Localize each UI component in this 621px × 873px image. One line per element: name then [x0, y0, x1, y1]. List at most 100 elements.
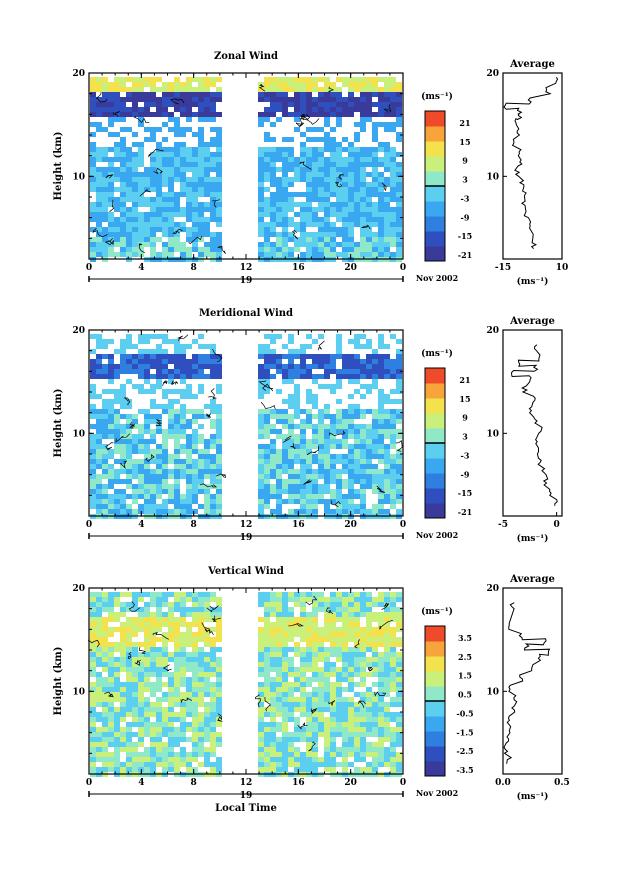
heatmap-cell	[336, 374, 342, 379]
heatmap-cell	[216, 722, 222, 727]
heatmap-cell	[204, 752, 210, 757]
heatmap-cell	[216, 409, 222, 414]
heatmap-cell	[372, 667, 378, 672]
heatmap-cell	[306, 444, 312, 449]
heatmap-cell	[288, 369, 294, 374]
heatmap-cell	[336, 607, 342, 612]
heatmap-cell	[192, 602, 198, 607]
heatmap-cell	[198, 384, 204, 389]
heatmap-cell	[342, 82, 348, 87]
heatmap-cell	[300, 727, 306, 732]
heatmap-cell	[378, 612, 384, 617]
heatmap-cell	[288, 359, 294, 364]
heatmap-cell	[126, 379, 132, 384]
heatmap-cell	[204, 404, 210, 409]
heatmap-cell	[336, 152, 342, 157]
heatmap-cell	[102, 374, 108, 379]
heatmap-cell	[264, 212, 270, 217]
contour-line	[328, 86, 335, 93]
heatmap-cell	[192, 479, 198, 484]
heatmap-cell	[384, 217, 390, 222]
heatmap-cell	[294, 242, 300, 247]
heatmap-cell	[294, 454, 300, 459]
heatmap-cell	[372, 242, 378, 247]
heatmap-cell	[378, 642, 384, 647]
colorbar-swatch	[425, 201, 445, 217]
heatmap-cell	[396, 434, 402, 439]
heatmap-cell	[366, 344, 372, 349]
heatmap-cell	[258, 252, 264, 257]
heatmap-cell	[288, 707, 294, 712]
heatmap-cell	[126, 222, 132, 227]
heatmap-cell	[144, 717, 150, 722]
heatmap-cell	[324, 92, 330, 97]
heatmap-cell	[198, 622, 204, 627]
heatmap-cell	[378, 419, 384, 424]
heatmap-cell	[198, 607, 204, 612]
heatmap-cell	[192, 167, 198, 172]
heatmap-cell	[336, 707, 342, 712]
heatmap-cell	[204, 652, 210, 657]
heatmap-cell	[156, 177, 162, 182]
colorbar-tick-label: -2.5	[456, 746, 473, 756]
heatmap-cell	[102, 489, 108, 494]
heatmap-cell	[138, 172, 144, 177]
heatmap-cell	[306, 622, 312, 627]
heatmap-cell	[108, 247, 114, 252]
heatmap-cell	[258, 187, 264, 192]
heatmap-cell	[294, 404, 300, 409]
heatmap-cell	[330, 127, 336, 132]
heatmap-cell	[120, 127, 126, 132]
heatmap-cell	[180, 242, 186, 247]
heatmap-cell	[270, 642, 276, 647]
heatmap-cell	[282, 82, 288, 87]
heatmap-cell	[156, 592, 162, 597]
heatmap-cell	[114, 672, 120, 677]
heatmap-cell	[264, 682, 270, 687]
heatmap-cell	[264, 197, 270, 202]
heatmap-cell	[150, 687, 156, 692]
heatmap-cell	[348, 152, 354, 157]
heatmap-cell	[318, 469, 324, 474]
heatmap-cell	[90, 107, 96, 112]
heatmap-cell	[96, 409, 102, 414]
heatmap-cell	[294, 677, 300, 682]
heatmap-cell	[312, 252, 318, 257]
heatmap-cell	[384, 399, 390, 404]
heatmap-cell	[342, 197, 348, 202]
heatmap-cell	[174, 359, 180, 364]
heatmap-cell	[210, 192, 216, 197]
panel-title: Vertical Wind	[207, 566, 284, 577]
heatmap-cell	[102, 682, 108, 687]
heatmap-cell	[264, 137, 270, 142]
heatmap-cell	[270, 489, 276, 494]
heatmap-cell	[342, 202, 348, 207]
heatmap-cell	[360, 722, 366, 727]
heatmap-cell	[102, 364, 108, 369]
heatmap-cell	[336, 349, 342, 354]
heatmap-cell	[372, 657, 378, 662]
heatmap-cell	[138, 389, 144, 394]
heatmap-cell	[366, 444, 372, 449]
heatmap-cell	[102, 369, 108, 374]
heatmap-cell	[204, 207, 210, 212]
heatmap-cell	[102, 419, 108, 424]
heatmap-cell	[96, 489, 102, 494]
heatmap-cell	[258, 474, 264, 479]
heatmap-cell	[288, 252, 294, 257]
heatmap-cell	[354, 122, 360, 127]
heatmap-cell	[396, 489, 402, 494]
heatmap-cell	[180, 127, 186, 132]
heatmap-cell	[96, 737, 102, 742]
heatmap-cell	[132, 742, 138, 747]
heatmap-cell	[132, 172, 138, 177]
heatmap-cell	[132, 369, 138, 374]
heatmap-cell	[216, 687, 222, 692]
heatmap-cell	[258, 394, 264, 399]
heatmap-cell	[294, 87, 300, 92]
heatmap-cell	[294, 97, 300, 102]
heatmap-cell	[372, 157, 378, 162]
heatmap-cell	[204, 657, 210, 662]
heatmap-cell	[336, 232, 342, 237]
heatmap-cell	[186, 682, 192, 687]
